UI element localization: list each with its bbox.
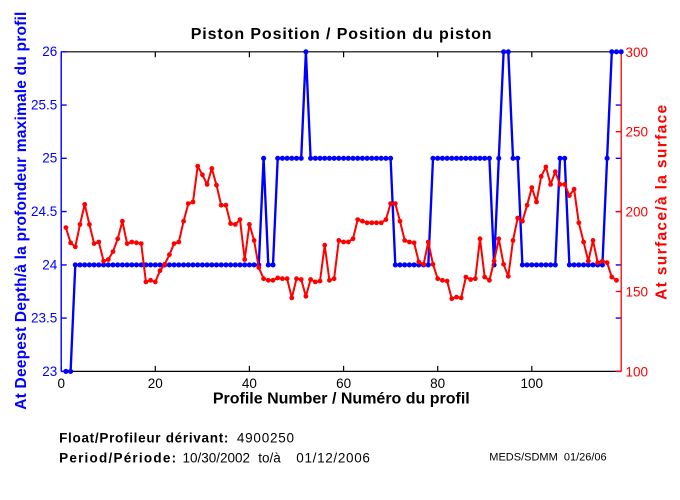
- svg-text:80: 80: [430, 376, 445, 391]
- svg-text:10/30/2002: 10/30/2002: [183, 450, 251, 465]
- svg-text:Float/Profileur dérivant:: Float/Profileur dérivant:: [59, 431, 229, 446]
- svg-text:25.5: 25.5: [31, 98, 57, 113]
- svg-text:300: 300: [626, 45, 649, 60]
- svg-text:100: 100: [626, 364, 649, 379]
- svg-text:100: 100: [521, 376, 544, 391]
- svg-text:150: 150: [626, 285, 649, 300]
- svg-text:200: 200: [626, 205, 649, 220]
- svg-text:26: 26: [42, 44, 57, 59]
- svg-text:250: 250: [626, 125, 649, 140]
- svg-text:At Deepest Depth/à la profonde: At Deepest Depth/à la profondeur maximal…: [13, 11, 30, 409]
- svg-text:Profile Number / Numéro du pro: Profile Number / Numéro du profil: [213, 390, 470, 407]
- svg-text:25: 25: [42, 151, 57, 166]
- svg-text:60: 60: [336, 376, 351, 391]
- svg-text:23.5: 23.5: [31, 311, 57, 326]
- svg-text:MEDS/SDMM 01/26/06: MEDS/SDMM 01/26/06: [489, 452, 606, 464]
- svg-text:24.5: 24.5: [31, 204, 57, 219]
- svg-text:Piston Position / Position du: Piston Position / Position du piston: [191, 26, 493, 43]
- svg-text:Period/Période:: Period/Période:: [59, 450, 177, 465]
- svg-text:40: 40: [242, 376, 257, 391]
- svg-text:4900250: 4900250: [237, 431, 295, 446]
- svg-text:23: 23: [42, 364, 57, 379]
- svg-text:to/à: to/à: [258, 450, 281, 465]
- svg-text:0: 0: [57, 376, 65, 391]
- svg-text:At surface/à la surface: At surface/à la surface: [653, 103, 670, 299]
- svg-text:01/12/2006: 01/12/2006: [296, 450, 370, 465]
- svg-text:20: 20: [148, 376, 163, 391]
- svg-text:24: 24: [42, 257, 58, 272]
